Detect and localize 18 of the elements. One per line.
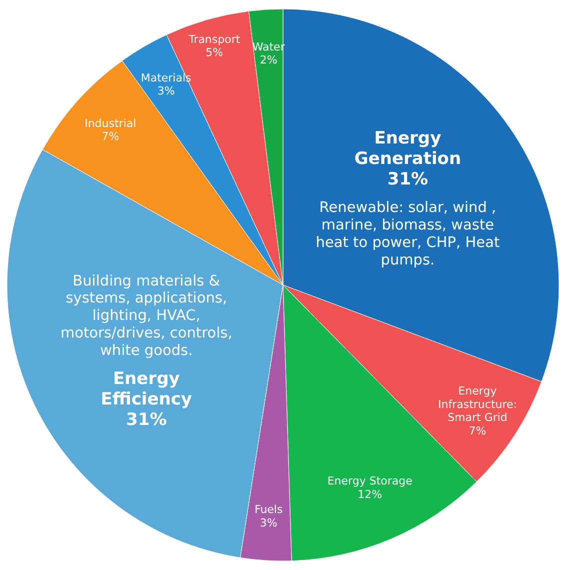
data-label: 7% [468, 424, 486, 438]
slice-label: Fuels [254, 503, 283, 516]
data-label: 31% [387, 169, 428, 190]
slice-label: Industrial [84, 116, 136, 130]
data-label: 2% [260, 54, 278, 67]
text: Renewable: solar, wind , marine, biomass, waste heat to power, CHP, Heat pumps. [316, 200, 500, 268]
text: Building materials & systems, applications, lighting, HVAC, motors/drives, controls, white goods. [60, 273, 232, 359]
data-label: 5% [206, 46, 224, 60]
data-label: 7% [102, 130, 120, 144]
data-label: 31% [126, 410, 167, 430]
data-label: 3% [157, 84, 175, 98]
slice-label: Energy Generation [354, 128, 462, 169]
slice-label: Energy Storage [327, 474, 413, 488]
slice-label: Energy Infrastructure: Smart Grid [438, 384, 517, 424]
slice-label: Energy Efficiency [100, 369, 192, 410]
data-label: 3% [260, 516, 278, 530]
data-label: 12% [358, 488, 382, 501]
slice-label: Transport [188, 32, 241, 46]
